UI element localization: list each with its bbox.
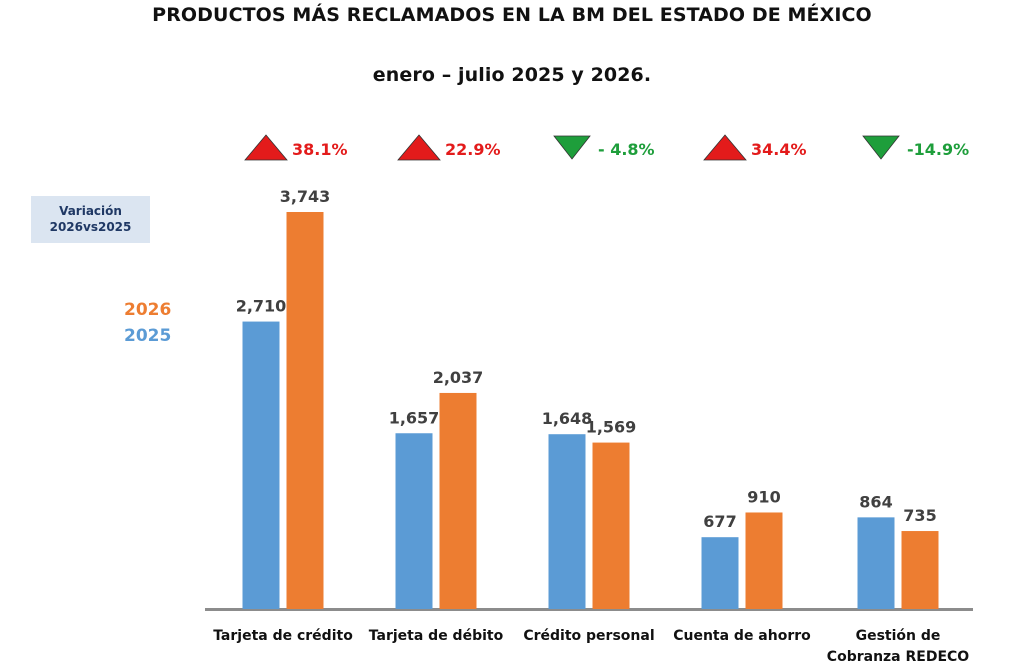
variation-value-2: - 4.8%	[598, 140, 655, 159]
variation-up-arrow-icon	[244, 134, 288, 161]
data-label-2025-3: 677	[703, 512, 736, 531]
variation-down-arrow-icon	[862, 135, 900, 160]
bar-2026-3	[745, 512, 783, 609]
data-label-2026-1: 2,037	[433, 368, 484, 387]
data-label-2026-3: 910	[747, 487, 780, 506]
bar-2026-0	[286, 212, 324, 609]
data-label-2025-2: 1,648	[542, 409, 593, 428]
bar-2025-4	[857, 517, 895, 609]
variation-label-line2: 2026vs2025	[49, 220, 132, 234]
variation-value-3: 34.4%	[751, 140, 807, 159]
data-label-2025-0: 2,710	[236, 297, 287, 316]
bar-2025-0	[242, 321, 280, 609]
category-label-4-1: Cobranza REDECO	[827, 649, 970, 665]
data-label-2025-4: 864	[859, 492, 892, 511]
chart-subtitle: enero – julio 2025 y 2026.	[372, 64, 652, 86]
variation-up-arrow-icon	[703, 134, 747, 161]
bar-2025-1	[395, 433, 433, 609]
legend-2026: 2026	[124, 300, 172, 320]
data-label-2026-4: 735	[903, 506, 936, 525]
bar-2026-2	[592, 442, 630, 609]
category-label-4-0: Gestión de	[856, 628, 941, 644]
bar-2026-1	[439, 392, 477, 609]
data-label-2026-0: 3,743	[280, 187, 331, 206]
variation-value-4: -14.9%	[907, 140, 969, 159]
legend-2025: 2025	[124, 326, 172, 346]
category-label-3-0: Cuenta de ahorro	[673, 628, 811, 644]
variation-down-arrow-icon	[553, 135, 591, 160]
variation-up-arrow-icon	[397, 134, 441, 161]
chart-title: PRODUCTOS MÁS RECLAMADOS EN LA BM DEL ES…	[152, 4, 872, 26]
data-label-2025-1: 1,657	[389, 408, 440, 427]
variation-value-1: 22.9%	[445, 140, 501, 159]
bar-2026-4	[901, 531, 939, 609]
category-label-0-0: Tarjeta de crédito	[213, 628, 353, 644]
variation-label-box: Variación 2026vs2025	[31, 196, 150, 243]
data-label-2026-2: 1,569	[586, 418, 637, 437]
bar-2025-2	[548, 434, 586, 609]
variation-label-line1: Variación	[59, 204, 122, 218]
category-label-1-0: Tarjeta de débito	[369, 628, 504, 644]
variation-value-0: 38.1%	[292, 140, 348, 159]
category-label-2-0: Crédito personal	[523, 628, 654, 644]
bar-2025-3	[701, 537, 739, 609]
